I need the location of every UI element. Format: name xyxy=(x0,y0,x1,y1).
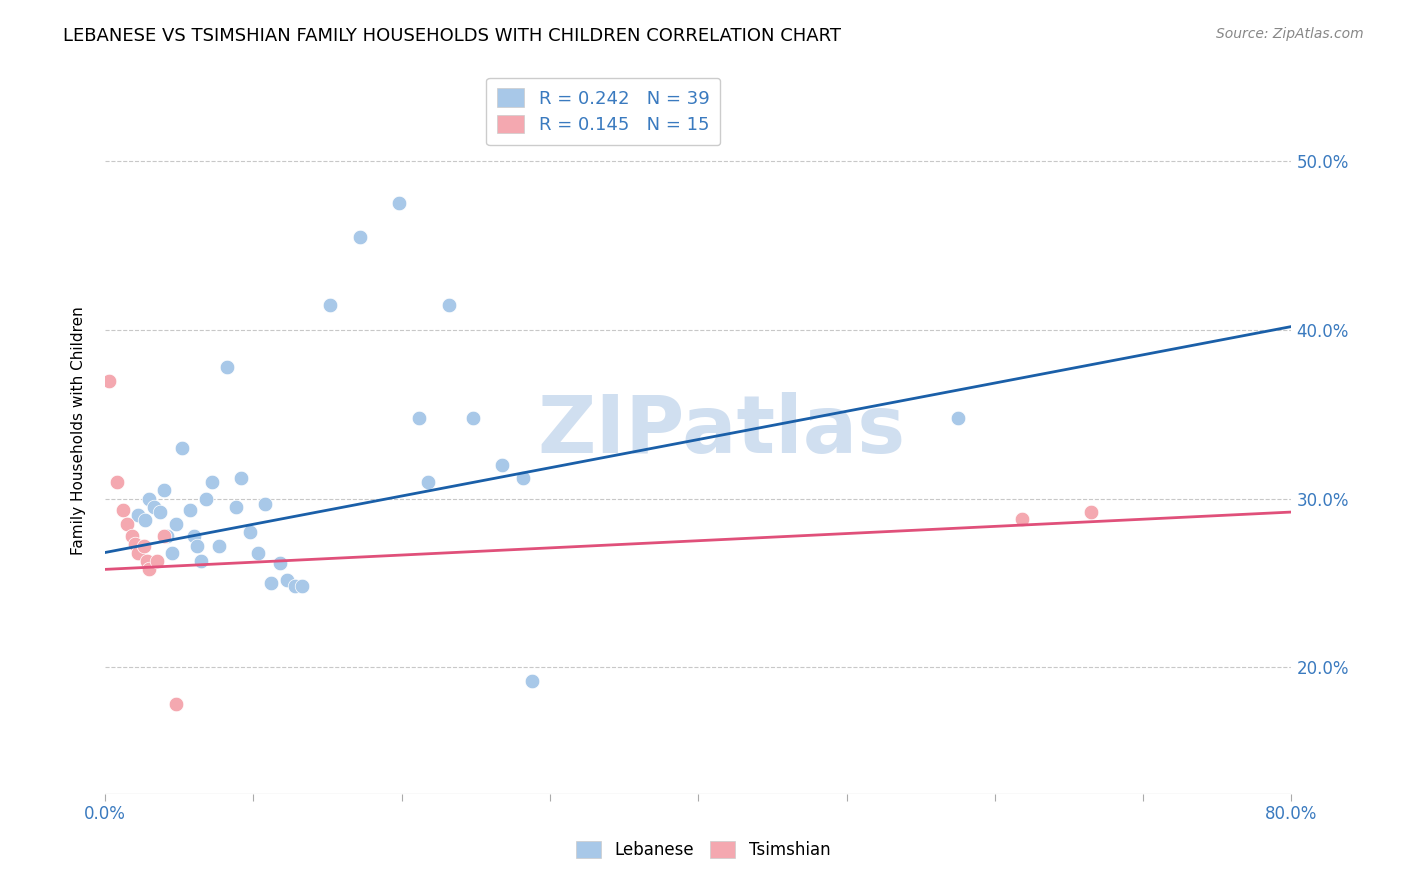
Point xyxy=(153,529,176,543)
Point xyxy=(291,579,314,593)
Y-axis label: Family Households with Children: Family Households with Children xyxy=(72,307,86,556)
Text: Source: ZipAtlas.com: Source: ZipAtlas.com xyxy=(1216,27,1364,41)
Point xyxy=(491,458,513,472)
Point xyxy=(194,491,217,506)
Point xyxy=(520,673,543,688)
Point xyxy=(179,503,201,517)
Point xyxy=(239,525,262,540)
Point xyxy=(172,441,194,455)
Point xyxy=(134,513,156,527)
Point xyxy=(132,539,155,553)
Point xyxy=(146,554,169,568)
Point xyxy=(153,483,176,497)
Point xyxy=(215,359,238,374)
Point xyxy=(260,575,283,590)
Point xyxy=(135,554,157,568)
Point xyxy=(946,410,969,425)
Legend: R = 0.242   N = 39, R = 0.145   N = 15: R = 0.242 N = 39, R = 0.145 N = 15 xyxy=(486,78,720,145)
Point xyxy=(388,196,411,211)
Point xyxy=(156,529,179,543)
Point xyxy=(142,500,165,514)
Point xyxy=(208,539,231,553)
Point xyxy=(121,529,143,543)
Point xyxy=(149,505,172,519)
Point xyxy=(138,562,160,576)
Point xyxy=(127,545,149,559)
Point xyxy=(115,516,138,531)
Text: LEBANESE VS TSIMSHIAN FAMILY HOUSEHOLDS WITH CHILDREN CORRELATION CHART: LEBANESE VS TSIMSHIAN FAMILY HOUSEHOLDS … xyxy=(63,27,841,45)
Point xyxy=(512,471,534,485)
Point xyxy=(111,503,134,517)
Point xyxy=(124,537,146,551)
Legend: Lebanese, Tsimshian: Lebanese, Tsimshian xyxy=(569,834,837,866)
Point xyxy=(165,516,187,531)
Point xyxy=(254,497,277,511)
Point xyxy=(201,475,224,489)
Point xyxy=(186,539,208,553)
Point xyxy=(105,475,128,489)
Point xyxy=(160,545,183,559)
Point xyxy=(269,556,291,570)
Point xyxy=(437,297,460,311)
Text: ZIPatlas: ZIPatlas xyxy=(538,392,905,470)
Point xyxy=(165,698,187,712)
Point xyxy=(1011,512,1033,526)
Point xyxy=(246,545,269,559)
Point xyxy=(418,475,440,489)
Point xyxy=(190,554,212,568)
Point xyxy=(224,500,246,514)
Point xyxy=(461,410,484,425)
Point xyxy=(183,529,205,543)
Point xyxy=(231,471,253,485)
Point xyxy=(408,410,430,425)
Point xyxy=(1080,505,1102,519)
Point xyxy=(284,579,307,593)
Point xyxy=(127,508,149,523)
Point xyxy=(319,297,342,311)
Point xyxy=(98,374,121,388)
Point xyxy=(276,573,298,587)
Point xyxy=(349,230,371,244)
Point xyxy=(138,491,160,506)
